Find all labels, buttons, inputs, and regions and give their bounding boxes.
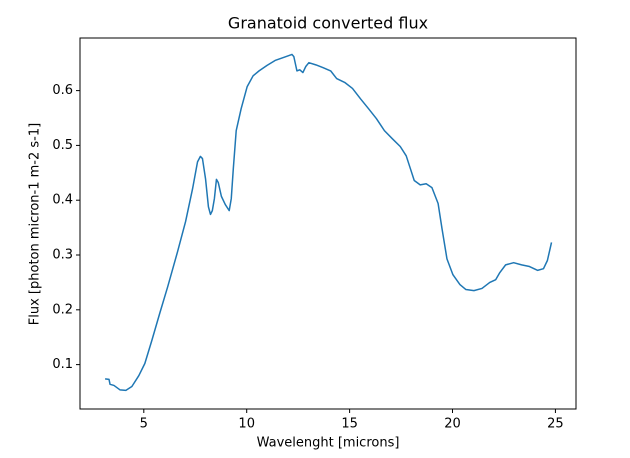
y-tick-label: 0.4 [52,193,73,208]
x-tick-label: 15 [341,417,358,432]
x-tick-label: 20 [444,417,461,432]
x-tick-label: 5 [140,417,148,432]
chart-title: Granatoid converted flux [228,14,428,33]
x-tick-label: 25 [547,417,564,432]
y-axis-label: Flux [photon micron-1 m-2 s-1] [28,123,43,325]
y-tick-label: 0.3 [52,248,73,263]
data-line [105,53,553,392]
y-tick-label: 0.1 [52,357,73,372]
plot-frame [79,37,577,410]
x-axis-label: Wavelenght [microns] [257,436,400,451]
y-tick-label: 0.2 [52,302,73,317]
y-tick-label: 0.6 [52,83,73,98]
x-tick-label: 10 [238,417,255,432]
y-tick-label: 0.5 [52,138,73,153]
